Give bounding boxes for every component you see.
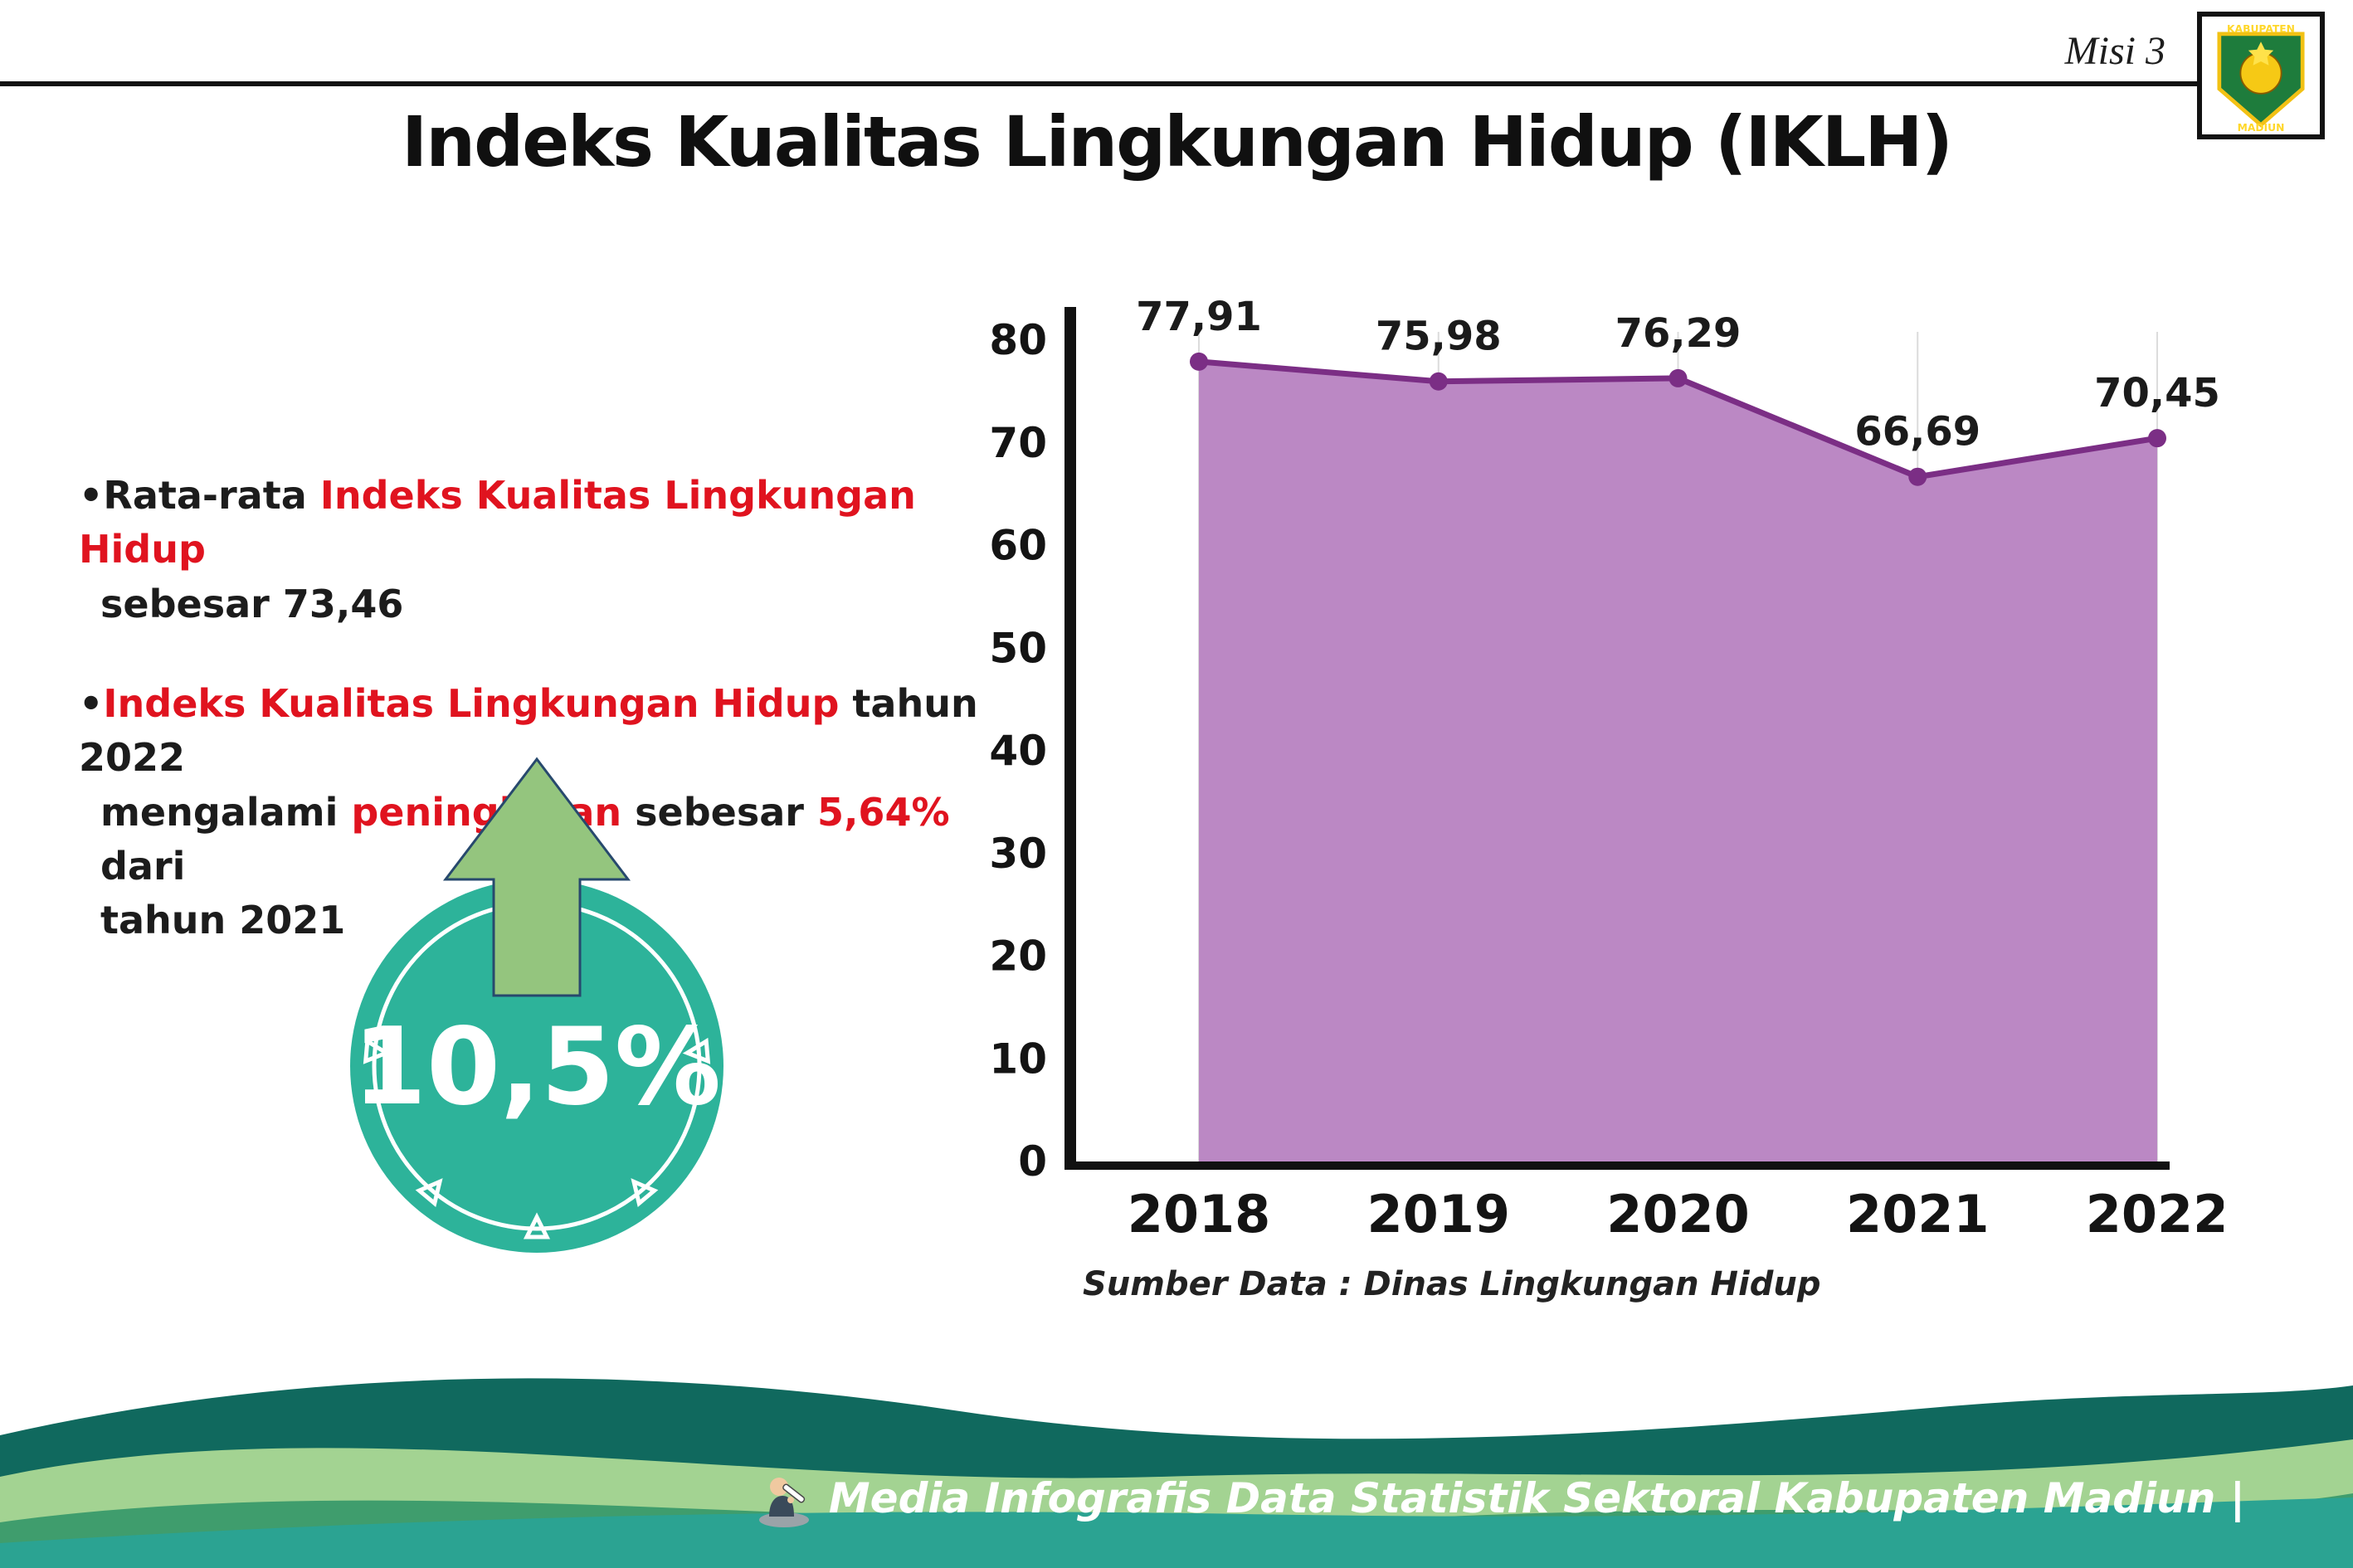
y-tick-label: 50 [989,624,1047,672]
data-point [1190,352,1208,371]
y-axis [1064,307,1076,1170]
b2-highlight-3: 5,64% [816,789,950,835]
ring-notch [631,1178,659,1207]
y-tick-label: 0 [1018,1137,1047,1186]
iklh-area-chart: 77,91 75,98 76,29 66,69 70,45 0 10 20 30 40 50 60 70… [929,274,2224,1361]
footer-waves [0,1378,2353,1568]
data-label: 66,69 [1854,409,1980,455]
data-point [1908,467,1927,486]
up-arrow-icon [442,757,631,997]
bullet-dot: • [79,473,104,518]
y-tick-label: 80 [989,316,1047,364]
b2-l3: tahun 2021 [100,898,346,943]
y-tick-label: 30 [989,830,1047,878]
b2-l2c: dari [100,843,186,889]
badge-circle [350,879,723,1253]
ring-notch [682,1037,711,1064]
ring-notch [363,1037,392,1064]
header-rule [0,81,2197,86]
b2-l2b: sebesar [621,789,817,835]
y-tick-label: 70 [989,419,1047,467]
b2-l1: tahun 2022 [79,680,978,781]
misi-label: Misi 3 [2064,29,2165,73]
logo-text-top: KABUPATEN [2227,23,2295,35]
badge-value: 10,5% [353,1006,721,1129]
b2-l2a: mengalami [100,789,352,835]
x-tick-label: 2019 [1366,1184,1510,1244]
x-tick-label: 2021 [1846,1184,1990,1244]
x-tick-label: 2018 [1128,1184,1271,1244]
data-label: 70,45 [2094,370,2220,416]
increase-badge-graphic: 10,5% [350,757,723,1253]
bullet-average: •Rata-rata Indeks Kualitas Lingkungan Hi… [79,469,991,631]
chart-area [1199,361,2157,1161]
writer-mascot-icon [758,1478,809,1527]
page-title: Indeks Kualitas Lingkungan Hidup (IKLH) [402,101,1953,183]
y-tick-label: 40 [989,727,1047,775]
logo-shield-icon: KABUPATEN MADIUN [2217,23,2305,134]
y-tick-label: 10 [989,1035,1047,1083]
b2-highlight-1: Indeks Kualitas Lingkungan Hidup [103,680,840,726]
data-source: Sumber Data : Dinas Lingkungan Hidup [1083,1265,1821,1303]
y-tick-label: 60 [989,522,1047,570]
data-point [2148,429,2166,448]
data-label: 75,98 [1376,314,1502,360]
x-axis [1064,1161,2170,1170]
data-label: 77,91 [1136,294,1262,340]
b1-pre: Rata-rata [103,473,320,518]
increase-badge: 10,5% [319,747,759,1265]
b1-post: sebesar 73,46 [100,581,404,626]
ring-notch [415,1178,443,1207]
x-tick-label: 2020 [1606,1184,1750,1244]
b1-highlight: Indeks Kualitas Lingkungan Hidup [79,473,916,572]
x-tick-label: 2022 [2086,1184,2224,1244]
bullet-dot: • [79,680,104,726]
ring-notch [523,1212,551,1239]
y-tick-label: 20 [989,933,1047,981]
data-label: 76,29 [1615,310,1742,357]
chart-canvas: 77,91 75,98 76,29 66,69 70,45 0 10 20 30 40 50 60 70… [989,294,2224,1244]
data-point [1429,372,1448,391]
footer-credit: Media Infografis Data Statistik Sektoral… [828,1474,2245,1522]
data-point [1669,368,1688,387]
kabupaten-madiun-logo: KABUPATEN MADIUN [2197,12,2325,139]
footer: Media Infografis Data Statistik Sektoral… [0,1352,2353,1568]
logo-text-bottom: MADIUN [2238,122,2285,134]
